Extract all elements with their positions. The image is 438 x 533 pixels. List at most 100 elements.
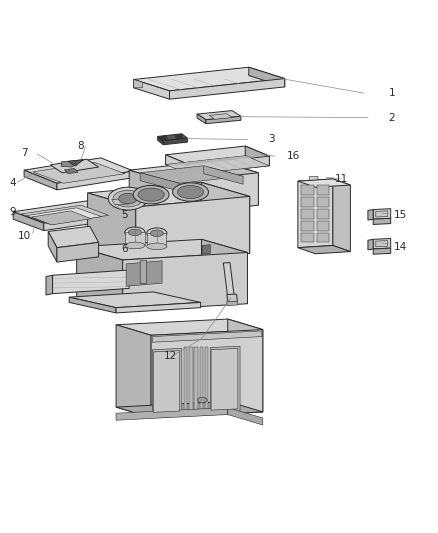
- Polygon shape: [33, 162, 125, 183]
- Polygon shape: [376, 241, 388, 247]
- Polygon shape: [206, 116, 241, 124]
- Text: 1: 1: [389, 88, 396, 99]
- Polygon shape: [223, 263, 234, 297]
- Polygon shape: [200, 347, 203, 412]
- Polygon shape: [301, 185, 314, 195]
- Polygon shape: [57, 171, 134, 190]
- Polygon shape: [134, 79, 170, 99]
- Polygon shape: [201, 182, 250, 253]
- Polygon shape: [153, 351, 180, 413]
- Ellipse shape: [119, 193, 137, 204]
- Polygon shape: [170, 78, 285, 99]
- Polygon shape: [152, 331, 262, 342]
- Polygon shape: [116, 319, 263, 335]
- Polygon shape: [125, 232, 145, 246]
- Polygon shape: [48, 226, 99, 248]
- Polygon shape: [126, 261, 162, 286]
- Text: 9: 9: [10, 207, 17, 217]
- Text: 12: 12: [164, 351, 177, 361]
- Polygon shape: [368, 239, 373, 250]
- Polygon shape: [166, 155, 190, 174]
- Polygon shape: [134, 79, 142, 88]
- Ellipse shape: [133, 185, 169, 204]
- Ellipse shape: [177, 185, 204, 199]
- Polygon shape: [69, 297, 116, 313]
- Polygon shape: [68, 159, 83, 166]
- Polygon shape: [158, 134, 187, 141]
- Polygon shape: [88, 193, 136, 264]
- Polygon shape: [77, 239, 247, 260]
- Polygon shape: [227, 294, 237, 302]
- Polygon shape: [317, 209, 329, 219]
- Polygon shape: [194, 347, 198, 412]
- Text: 7: 7: [21, 148, 28, 158]
- Polygon shape: [333, 179, 350, 252]
- Text: 6: 6: [121, 244, 128, 254]
- Polygon shape: [298, 246, 350, 254]
- Polygon shape: [134, 67, 285, 91]
- Text: 11: 11: [335, 174, 348, 184]
- Polygon shape: [61, 159, 84, 167]
- Ellipse shape: [138, 188, 164, 201]
- Ellipse shape: [108, 187, 148, 210]
- Polygon shape: [298, 179, 350, 187]
- Ellipse shape: [198, 397, 207, 403]
- Polygon shape: [245, 146, 269, 166]
- Ellipse shape: [147, 228, 167, 238]
- Polygon shape: [140, 260, 147, 284]
- Polygon shape: [151, 329, 263, 418]
- Ellipse shape: [125, 242, 145, 249]
- Polygon shape: [228, 319, 263, 412]
- Polygon shape: [158, 136, 163, 145]
- Ellipse shape: [147, 243, 167, 249]
- Polygon shape: [26, 208, 102, 224]
- Polygon shape: [209, 114, 232, 119]
- Polygon shape: [204, 166, 243, 184]
- Ellipse shape: [128, 229, 141, 236]
- Polygon shape: [21, 205, 109, 224]
- Polygon shape: [373, 248, 391, 254]
- Polygon shape: [249, 67, 285, 87]
- Text: 5: 5: [121, 210, 128, 220]
- Ellipse shape: [173, 183, 208, 201]
- Polygon shape: [116, 325, 151, 418]
- Polygon shape: [116, 302, 201, 313]
- Polygon shape: [373, 219, 391, 224]
- Polygon shape: [301, 233, 314, 243]
- Ellipse shape: [125, 227, 145, 238]
- Polygon shape: [24, 170, 57, 190]
- Polygon shape: [368, 209, 373, 220]
- Polygon shape: [202, 245, 210, 254]
- Polygon shape: [32, 211, 91, 225]
- Polygon shape: [166, 156, 269, 174]
- Polygon shape: [116, 401, 263, 418]
- Polygon shape: [301, 221, 314, 231]
- Polygon shape: [301, 209, 314, 219]
- Polygon shape: [48, 231, 57, 262]
- Text: 8: 8: [78, 141, 85, 151]
- Polygon shape: [227, 301, 237, 305]
- Polygon shape: [13, 212, 44, 231]
- Polygon shape: [217, 160, 258, 205]
- Polygon shape: [309, 176, 318, 180]
- Polygon shape: [46, 275, 53, 295]
- Polygon shape: [210, 346, 240, 413]
- Polygon shape: [57, 243, 99, 262]
- Polygon shape: [317, 221, 329, 231]
- Text: 15: 15: [394, 210, 407, 220]
- Polygon shape: [129, 160, 258, 182]
- Text: 16: 16: [287, 151, 300, 161]
- Polygon shape: [112, 199, 129, 205]
- Polygon shape: [228, 408, 263, 425]
- Polygon shape: [171, 173, 258, 215]
- Polygon shape: [317, 233, 329, 243]
- Polygon shape: [24, 158, 134, 183]
- Polygon shape: [190, 156, 269, 174]
- Polygon shape: [13, 201, 118, 223]
- Text: 2: 2: [389, 112, 396, 123]
- Polygon shape: [88, 182, 250, 207]
- Polygon shape: [376, 211, 388, 217]
- Polygon shape: [298, 179, 333, 248]
- Polygon shape: [175, 134, 183, 139]
- Polygon shape: [373, 238, 391, 249]
